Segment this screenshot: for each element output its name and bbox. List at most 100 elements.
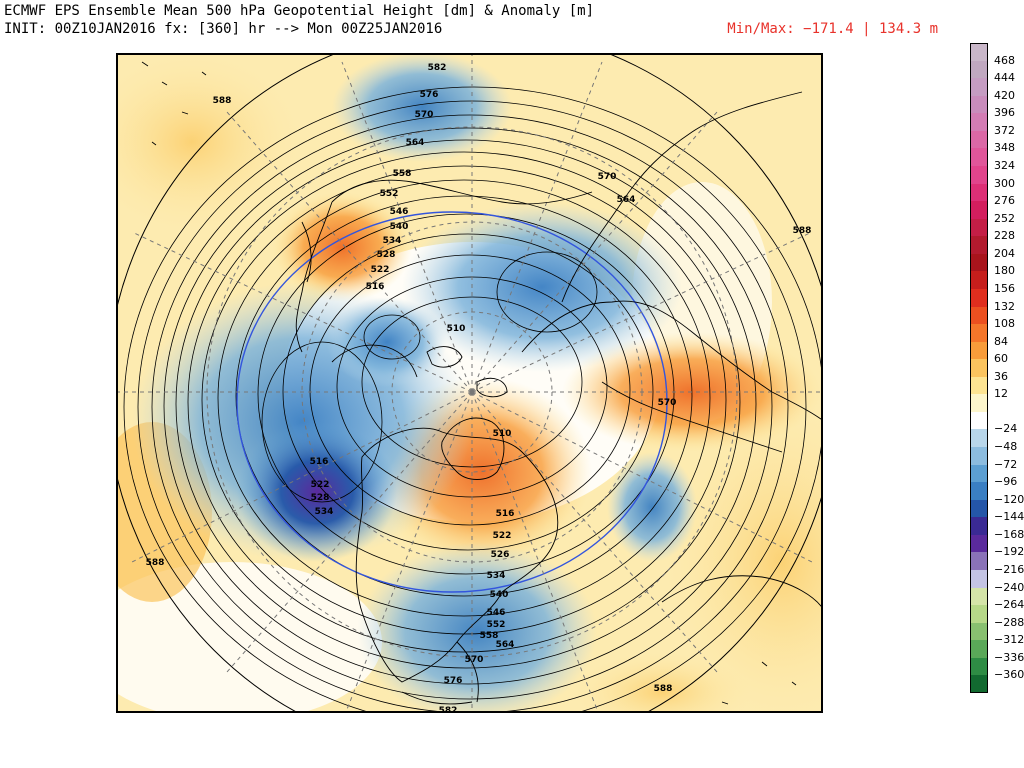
colorbar-label: −144 bbox=[994, 510, 1024, 524]
contour-label: 564 bbox=[617, 195, 636, 205]
contour-label: 516 bbox=[310, 457, 329, 467]
colorbar-swatch bbox=[970, 675, 988, 694]
colorbar-swatch bbox=[970, 253, 988, 272]
contour-label: 522 bbox=[371, 265, 390, 275]
contour-label: 522 bbox=[311, 480, 330, 490]
colorbar-label: −168 bbox=[994, 527, 1024, 541]
colorbar-swatch bbox=[970, 657, 988, 676]
colorbar-swatch bbox=[970, 482, 988, 501]
contour-label: 516 bbox=[366, 282, 385, 292]
contour-label: 522 bbox=[493, 531, 512, 541]
contour-label: 528 bbox=[377, 250, 396, 260]
contour-label: 540 bbox=[390, 222, 409, 232]
colorbar-label: −216 bbox=[994, 563, 1024, 577]
colorbar-label: 252 bbox=[994, 211, 1015, 225]
colorbar-label: −336 bbox=[994, 650, 1024, 664]
colorbar-label: 348 bbox=[994, 141, 1015, 155]
contour-label: 516 bbox=[496, 509, 515, 519]
contour-labels: 5825765705645585525465405345285225165105… bbox=[146, 63, 812, 711]
contour-label: 540 bbox=[490, 590, 509, 600]
colorbar-label: 180 bbox=[994, 264, 1015, 278]
colorbar-label: −360 bbox=[994, 668, 1024, 682]
map-panel: 582 576 570 564 558 552 546 540 534 528 522 516 510 5… bbox=[116, 53, 823, 713]
colorbar-swatch bbox=[970, 640, 988, 659]
colorbar-swatch bbox=[970, 130, 988, 149]
colorbar-swatch bbox=[970, 359, 988, 378]
colorbar-swatch bbox=[970, 622, 988, 641]
contour-label: 534 bbox=[383, 236, 402, 246]
colorbar-swatch bbox=[970, 447, 988, 466]
colorbar-label: −72 bbox=[994, 457, 1018, 471]
colorbar-swatch bbox=[970, 306, 988, 325]
colorbar-swatch bbox=[970, 165, 988, 185]
contour-label: 510 bbox=[447, 324, 466, 334]
contour-label: 570 bbox=[415, 110, 434, 120]
contour-label: 546 bbox=[487, 608, 506, 618]
colorbar-swatch bbox=[970, 148, 988, 167]
graticule bbox=[118, 55, 821, 711]
colorbar-swatch bbox=[970, 552, 988, 571]
colorbar-label: 300 bbox=[994, 176, 1015, 190]
colorbar-label: 468 bbox=[994, 53, 1015, 67]
contour-label: 528 bbox=[311, 493, 330, 503]
height-contours bbox=[123, 86, 821, 711]
colorbar-label: 372 bbox=[994, 123, 1015, 137]
colorbar-swatch bbox=[970, 78, 988, 97]
colorbar-swatch bbox=[970, 499, 988, 518]
contour-label: 588 bbox=[793, 226, 812, 236]
contour-label: 570 bbox=[658, 398, 677, 408]
colorbar-swatch bbox=[970, 236, 988, 255]
colorbar-swatch bbox=[970, 376, 988, 395]
colorbar-label: 276 bbox=[994, 194, 1015, 208]
colorbar-label: −120 bbox=[994, 492, 1024, 506]
colorbar-label: 132 bbox=[994, 299, 1015, 313]
colorbar-label: −312 bbox=[994, 633, 1024, 647]
colorbar-label: −192 bbox=[994, 545, 1024, 559]
blue-540-contour bbox=[236, 211, 668, 593]
colorbar-swatch bbox=[970, 43, 988, 62]
colorbar-label: 108 bbox=[994, 317, 1015, 331]
colorbar-swatch bbox=[970, 570, 988, 589]
colorbar-label: −24 bbox=[994, 422, 1018, 436]
coastlines bbox=[141, 61, 821, 705]
colorbar-label: 60 bbox=[994, 352, 1008, 366]
contour-label: 588 bbox=[146, 558, 165, 568]
colorbar-label: 228 bbox=[994, 229, 1015, 243]
colorbar-label: 396 bbox=[994, 106, 1015, 120]
polar-map: 5825765705645585525465405345285225165105… bbox=[118, 55, 821, 711]
contour-label: 564 bbox=[406, 138, 425, 148]
contour-label: 510 bbox=[493, 429, 512, 439]
colorbar-label: 12 bbox=[994, 387, 1008, 401]
colorbar-swatch bbox=[970, 394, 988, 413]
colorbar-label: −264 bbox=[994, 598, 1024, 612]
contour-label: 588 bbox=[654, 684, 673, 694]
colorbar-swatch bbox=[970, 218, 988, 237]
contour-label: 534 bbox=[315, 507, 334, 517]
colorbar-label: −240 bbox=[994, 580, 1024, 594]
colorbar-swatch bbox=[970, 517, 988, 536]
contour-label: 570 bbox=[465, 655, 484, 665]
contour-label: 570 bbox=[598, 172, 617, 182]
contour-label: 576 bbox=[444, 676, 463, 686]
contour-label: 534 bbox=[487, 571, 506, 581]
colorbar-swatch bbox=[970, 201, 988, 220]
colorbar-label: −48 bbox=[994, 440, 1018, 454]
contour-label: 552 bbox=[487, 620, 506, 630]
contour-label: 558 bbox=[480, 631, 499, 641]
colorbar-swatch bbox=[970, 95, 988, 114]
colorbar-swatch bbox=[970, 183, 988, 202]
colorbar-swatch bbox=[970, 534, 988, 553]
minmax-readout: Min/Max: −171.4 | 134.3 m bbox=[727, 21, 938, 37]
contour-label: 564 bbox=[496, 640, 515, 650]
contour-label: 526 bbox=[491, 550, 510, 560]
contour-label: 588 bbox=[213, 96, 232, 106]
contour-label: 582 bbox=[428, 63, 447, 73]
colorbar-swatch bbox=[970, 429, 988, 448]
contour-label: 552 bbox=[380, 189, 399, 199]
colorbar-label: 204 bbox=[994, 246, 1015, 260]
colorbar-swatch bbox=[970, 587, 988, 606]
colorbar-swatch bbox=[970, 341, 988, 360]
init-forecast-line: INIT: 00Z10JAN2016 fx: [360] hr --> Mon … bbox=[4, 21, 443, 37]
colorbar-label: 156 bbox=[994, 281, 1015, 295]
colorbar-swatch bbox=[970, 324, 988, 343]
